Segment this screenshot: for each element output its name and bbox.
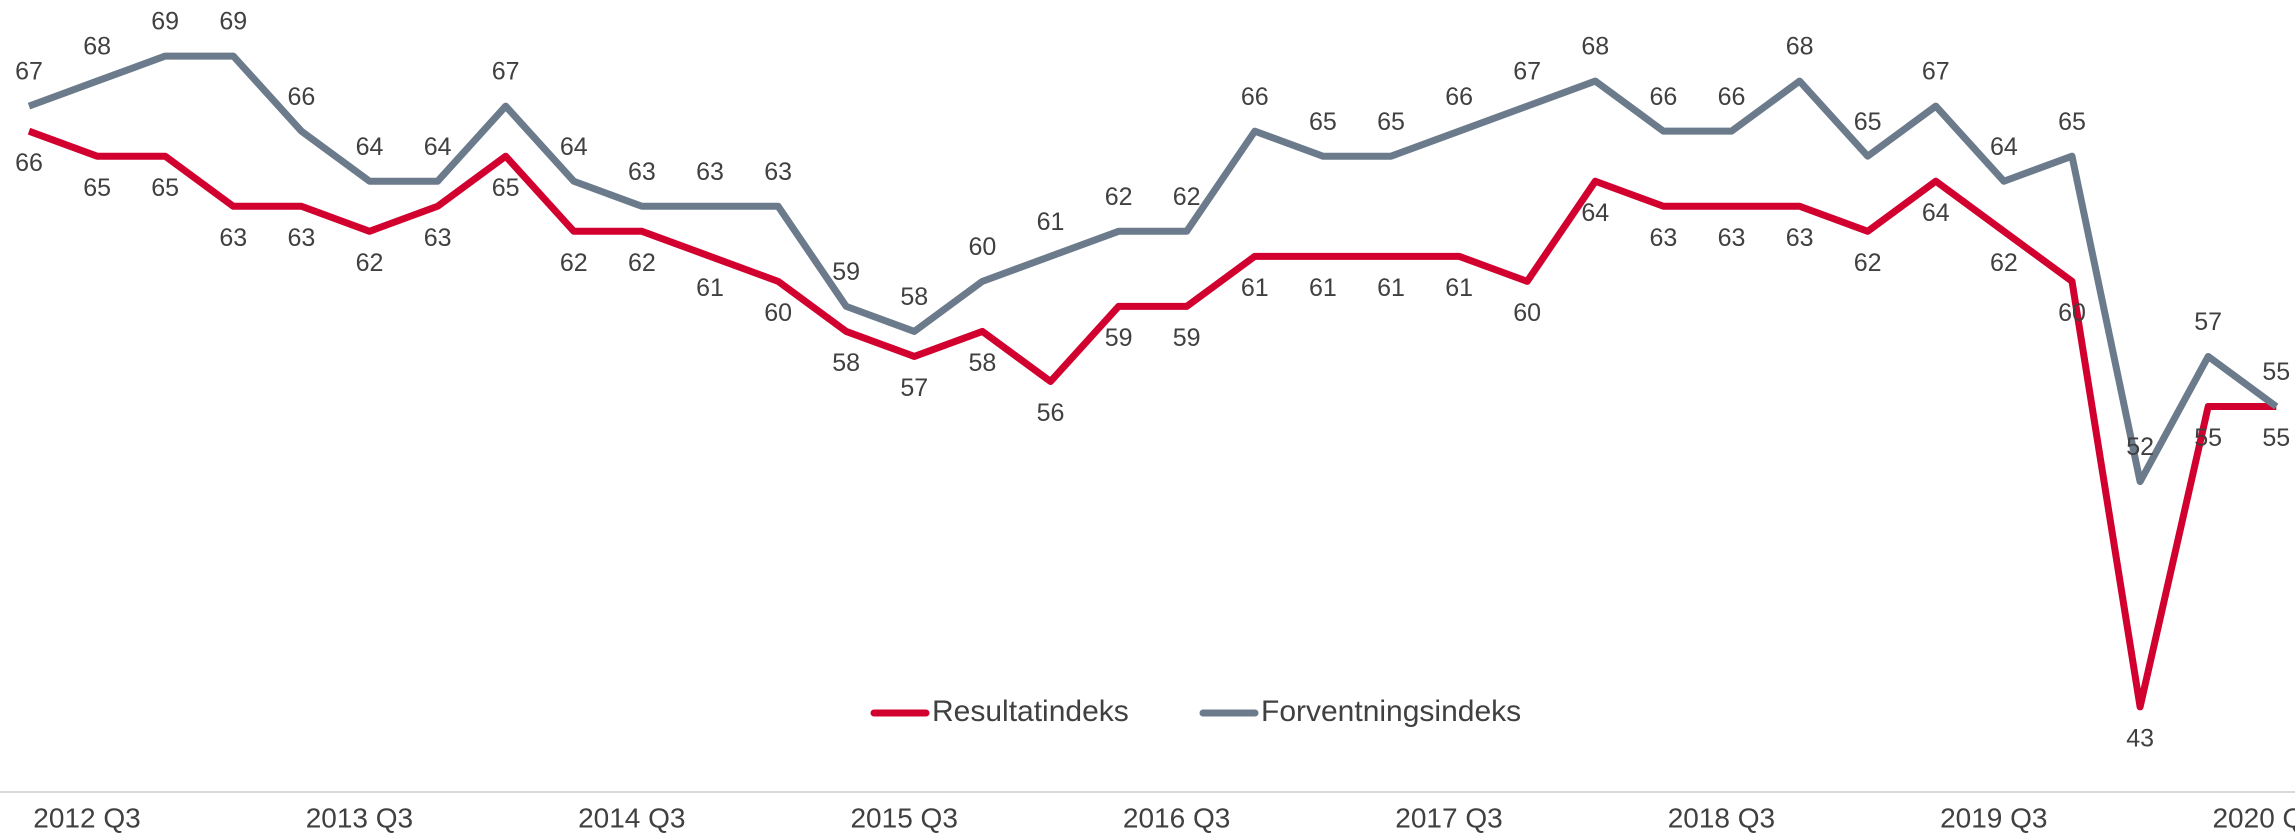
- data-label: 65: [83, 174, 111, 202]
- x-tick-label: 2016 Q3: [1123, 802, 1230, 833]
- data-label: 59: [1105, 324, 1133, 352]
- data-label: 65: [151, 174, 179, 202]
- data-label: 60: [764, 299, 792, 327]
- data-label: 61: [1037, 208, 1065, 236]
- legend-label: Resultatindeks: [932, 695, 1129, 728]
- data-label: 62: [560, 249, 588, 277]
- data-label: 64: [1581, 199, 1609, 227]
- data-label: 62: [356, 249, 384, 277]
- series-line: [27, 127, 2277, 711]
- data-label: 66: [1649, 83, 1677, 111]
- data-label: 69: [151, 8, 179, 36]
- data-label: 60: [1513, 299, 1541, 327]
- data-label: 58: [832, 349, 860, 377]
- data-label: 64: [424, 133, 452, 161]
- data-label: 59: [832, 258, 860, 286]
- x-tick-label: 2018 Q3: [1668, 802, 1775, 833]
- data-label: 56: [1037, 399, 1065, 427]
- data-label: 68: [1786, 33, 1814, 61]
- data-label: 68: [83, 33, 111, 61]
- data-label: 66: [1718, 83, 1746, 111]
- data-label: 62: [1990, 249, 2018, 277]
- x-tick-label: 2019 Q3: [1940, 802, 2047, 833]
- x-tick-label: 2017 Q3: [1395, 802, 1502, 833]
- data-label: 69: [219, 8, 247, 36]
- data-label: 65: [1377, 108, 1405, 136]
- data-label: 62: [628, 249, 656, 277]
- data-label: 67: [1922, 58, 1950, 86]
- data-label: 63: [219, 224, 247, 252]
- data-label: 63: [764, 158, 792, 186]
- data-label: 65: [2058, 108, 2086, 136]
- data-label: 66: [15, 149, 43, 177]
- data-label: 57: [900, 374, 928, 402]
- data-label: 58: [968, 349, 996, 377]
- data-label: 64: [1922, 199, 1950, 227]
- data-label: 64: [560, 133, 588, 161]
- data-label: 63: [424, 224, 452, 252]
- data-label: 63: [1718, 224, 1746, 252]
- data-label: 62: [1173, 183, 1201, 211]
- legend-label: Forventningsindeks: [1261, 695, 1521, 728]
- data-label: 66: [287, 83, 315, 111]
- data-label: 63: [628, 158, 656, 186]
- data-label: 64: [1990, 133, 2018, 161]
- x-tick-label: 2013 Q3: [306, 802, 413, 833]
- x-tick-label: 2014 Q3: [578, 802, 685, 833]
- data-label: 65: [492, 174, 520, 202]
- data-label: 55: [2262, 424, 2290, 452]
- data-label: 68: [1581, 33, 1609, 61]
- x-tick-label: 2015 Q3: [850, 802, 957, 833]
- data-label: 63: [696, 158, 724, 186]
- data-label: 55: [2194, 424, 2222, 452]
- data-label: 65: [1854, 108, 1882, 136]
- data-label: 61: [1241, 274, 1269, 302]
- x-tick-label: 2020 Q3: [2212, 802, 2295, 833]
- x-tick-label: 2012 Q3: [33, 802, 140, 833]
- data-label: 61: [1377, 274, 1405, 302]
- data-label: 43: [2126, 725, 2154, 753]
- data-label: 59: [1173, 324, 1201, 352]
- data-label: 55: [2262, 358, 2290, 386]
- data-label: 65: [1309, 108, 1337, 136]
- data-label: 67: [492, 58, 520, 86]
- data-label: 61: [1445, 274, 1473, 302]
- data-label: 64: [356, 133, 384, 161]
- data-label: 67: [1513, 58, 1541, 86]
- data-label: 58: [900, 283, 928, 311]
- data-label: 61: [1309, 274, 1337, 302]
- series-line: [27, 52, 2279, 486]
- data-label: 60: [2058, 299, 2086, 327]
- data-label: 63: [1786, 224, 1814, 252]
- data-label: 52: [2126, 433, 2154, 461]
- data-label: 57: [2194, 308, 2222, 336]
- data-label: 63: [1649, 224, 1677, 252]
- data-label: 61: [696, 274, 724, 302]
- data-label: 66: [1241, 83, 1269, 111]
- data-label: 62: [1105, 183, 1133, 211]
- data-label: 60: [968, 233, 996, 261]
- data-label: 62: [1854, 249, 1882, 277]
- data-label: 63: [287, 224, 315, 252]
- data-label: 66: [1445, 83, 1473, 111]
- data-label: 67: [15, 58, 43, 86]
